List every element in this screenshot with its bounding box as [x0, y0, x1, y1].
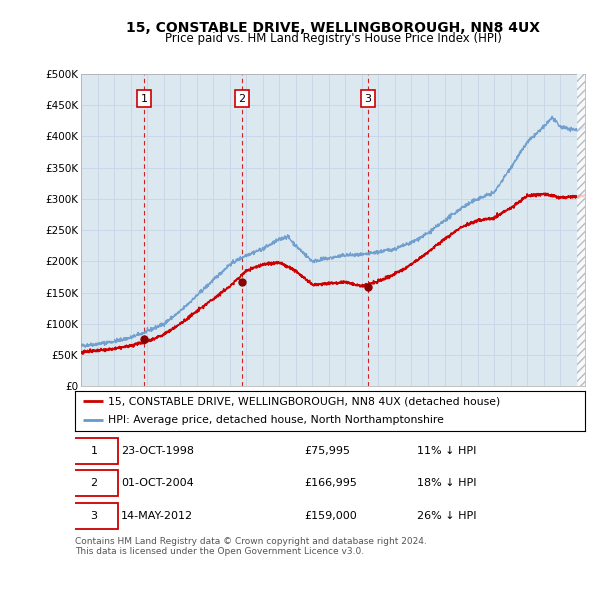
Text: 11% ↓ HPI: 11% ↓ HPI [417, 446, 476, 455]
Text: 23-OCT-1998: 23-OCT-1998 [121, 446, 194, 455]
Text: 2: 2 [239, 94, 245, 104]
Text: 26% ↓ HPI: 26% ↓ HPI [417, 511, 476, 520]
Text: HPI: Average price, detached house, North Northamptonshire: HPI: Average price, detached house, Nort… [108, 415, 444, 425]
FancyBboxPatch shape [70, 470, 118, 496]
Bar [577, 74, 585, 386]
Text: £75,995: £75,995 [305, 446, 350, 455]
Text: 18% ↓ HPI: 18% ↓ HPI [417, 478, 476, 488]
Text: 1: 1 [140, 94, 148, 104]
Text: 15, CONSTABLE DRIVE, WELLINGBOROUGH, NN8 4UX: 15, CONSTABLE DRIVE, WELLINGBOROUGH, NN8… [126, 21, 540, 35]
FancyBboxPatch shape [70, 503, 118, 529]
Text: 2: 2 [91, 478, 97, 488]
Text: 01-OCT-2004: 01-OCT-2004 [121, 478, 194, 488]
Text: 15, CONSTABLE DRIVE, WELLINGBOROUGH, NN8 4UX (detached house): 15, CONSTABLE DRIVE, WELLINGBOROUGH, NN8… [108, 396, 500, 407]
Text: £159,000: £159,000 [305, 511, 357, 520]
Text: 1: 1 [91, 446, 97, 455]
Text: 3: 3 [365, 94, 371, 104]
Text: Contains HM Land Registry data © Crown copyright and database right 2024.
This d: Contains HM Land Registry data © Crown c… [75, 537, 427, 556]
Text: £166,995: £166,995 [305, 478, 358, 488]
Text: 3: 3 [91, 511, 97, 520]
Text: 14-MAY-2012: 14-MAY-2012 [121, 511, 193, 520]
Text: Price paid vs. HM Land Registry's House Price Index (HPI): Price paid vs. HM Land Registry's House … [164, 32, 502, 45]
FancyBboxPatch shape [70, 438, 118, 464]
